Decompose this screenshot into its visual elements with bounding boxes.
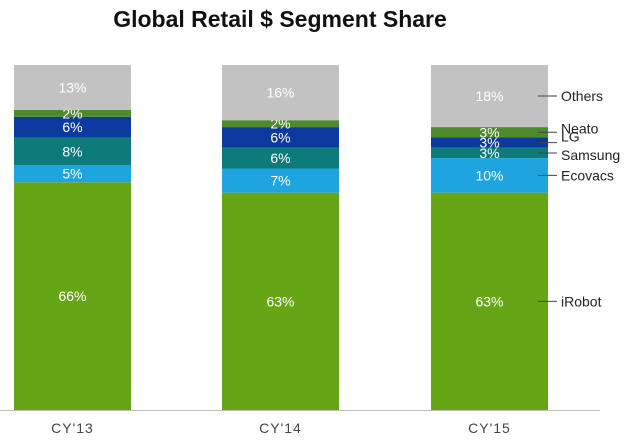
data-label: 3% xyxy=(479,145,499,161)
legend-label-irobot: iRobot xyxy=(561,293,602,309)
bar-segment-irobot xyxy=(14,182,131,410)
x-tick-label: CY'13 xyxy=(51,420,94,436)
bar-segment-others xyxy=(14,65,131,110)
bar-segment-ecovacs xyxy=(222,168,339,193)
legend-label-samsung: Samsung xyxy=(561,147,620,163)
data-label: 6% xyxy=(270,150,290,166)
bar-segment-ecovacs xyxy=(14,165,131,183)
bar-segment-samsung xyxy=(222,147,339,169)
legend-label-lg: LG xyxy=(561,129,580,145)
data-label: 18% xyxy=(475,88,503,104)
chart-title: Global Retail $ Segment Share xyxy=(113,6,447,32)
bar-segment-irobot xyxy=(222,192,339,410)
data-label: 6% xyxy=(62,119,82,135)
legend-label-neato: Neato xyxy=(561,120,599,136)
bar-segment-samsung xyxy=(431,147,548,159)
data-label: 63% xyxy=(475,293,503,309)
legend-label-others: Others xyxy=(561,88,603,104)
bar-segment-lg xyxy=(14,116,131,138)
bar-segment-lg xyxy=(222,127,339,148)
x-tick-label: CY'14 xyxy=(259,420,302,436)
data-label: 6% xyxy=(270,129,290,145)
bar-segment-neato xyxy=(431,127,548,138)
data-label: 3% xyxy=(479,124,499,140)
bar-segment-neato xyxy=(14,109,131,117)
bar-segment-others xyxy=(431,65,548,128)
bar-segment-ecovacs xyxy=(431,158,548,193)
data-label: 63% xyxy=(266,293,294,309)
data-label: 16% xyxy=(266,85,294,101)
bar-segment-lg xyxy=(431,137,548,148)
legend-label-ecovacs: Ecovacs xyxy=(561,167,614,183)
x-tick-label: CY'15 xyxy=(468,420,511,436)
bar-segment-irobot xyxy=(431,192,548,410)
data-label: 13% xyxy=(58,79,86,95)
data-label: 10% xyxy=(475,167,503,183)
data-label: 7% xyxy=(270,173,290,189)
data-label: 66% xyxy=(58,288,86,304)
bar-segment-others xyxy=(222,65,339,121)
bar-segment-neato xyxy=(222,120,339,128)
data-label: 8% xyxy=(62,143,82,159)
bar-segment-samsung xyxy=(14,137,131,166)
data-label: 5% xyxy=(62,166,82,182)
data-label: 3% xyxy=(479,135,499,151)
